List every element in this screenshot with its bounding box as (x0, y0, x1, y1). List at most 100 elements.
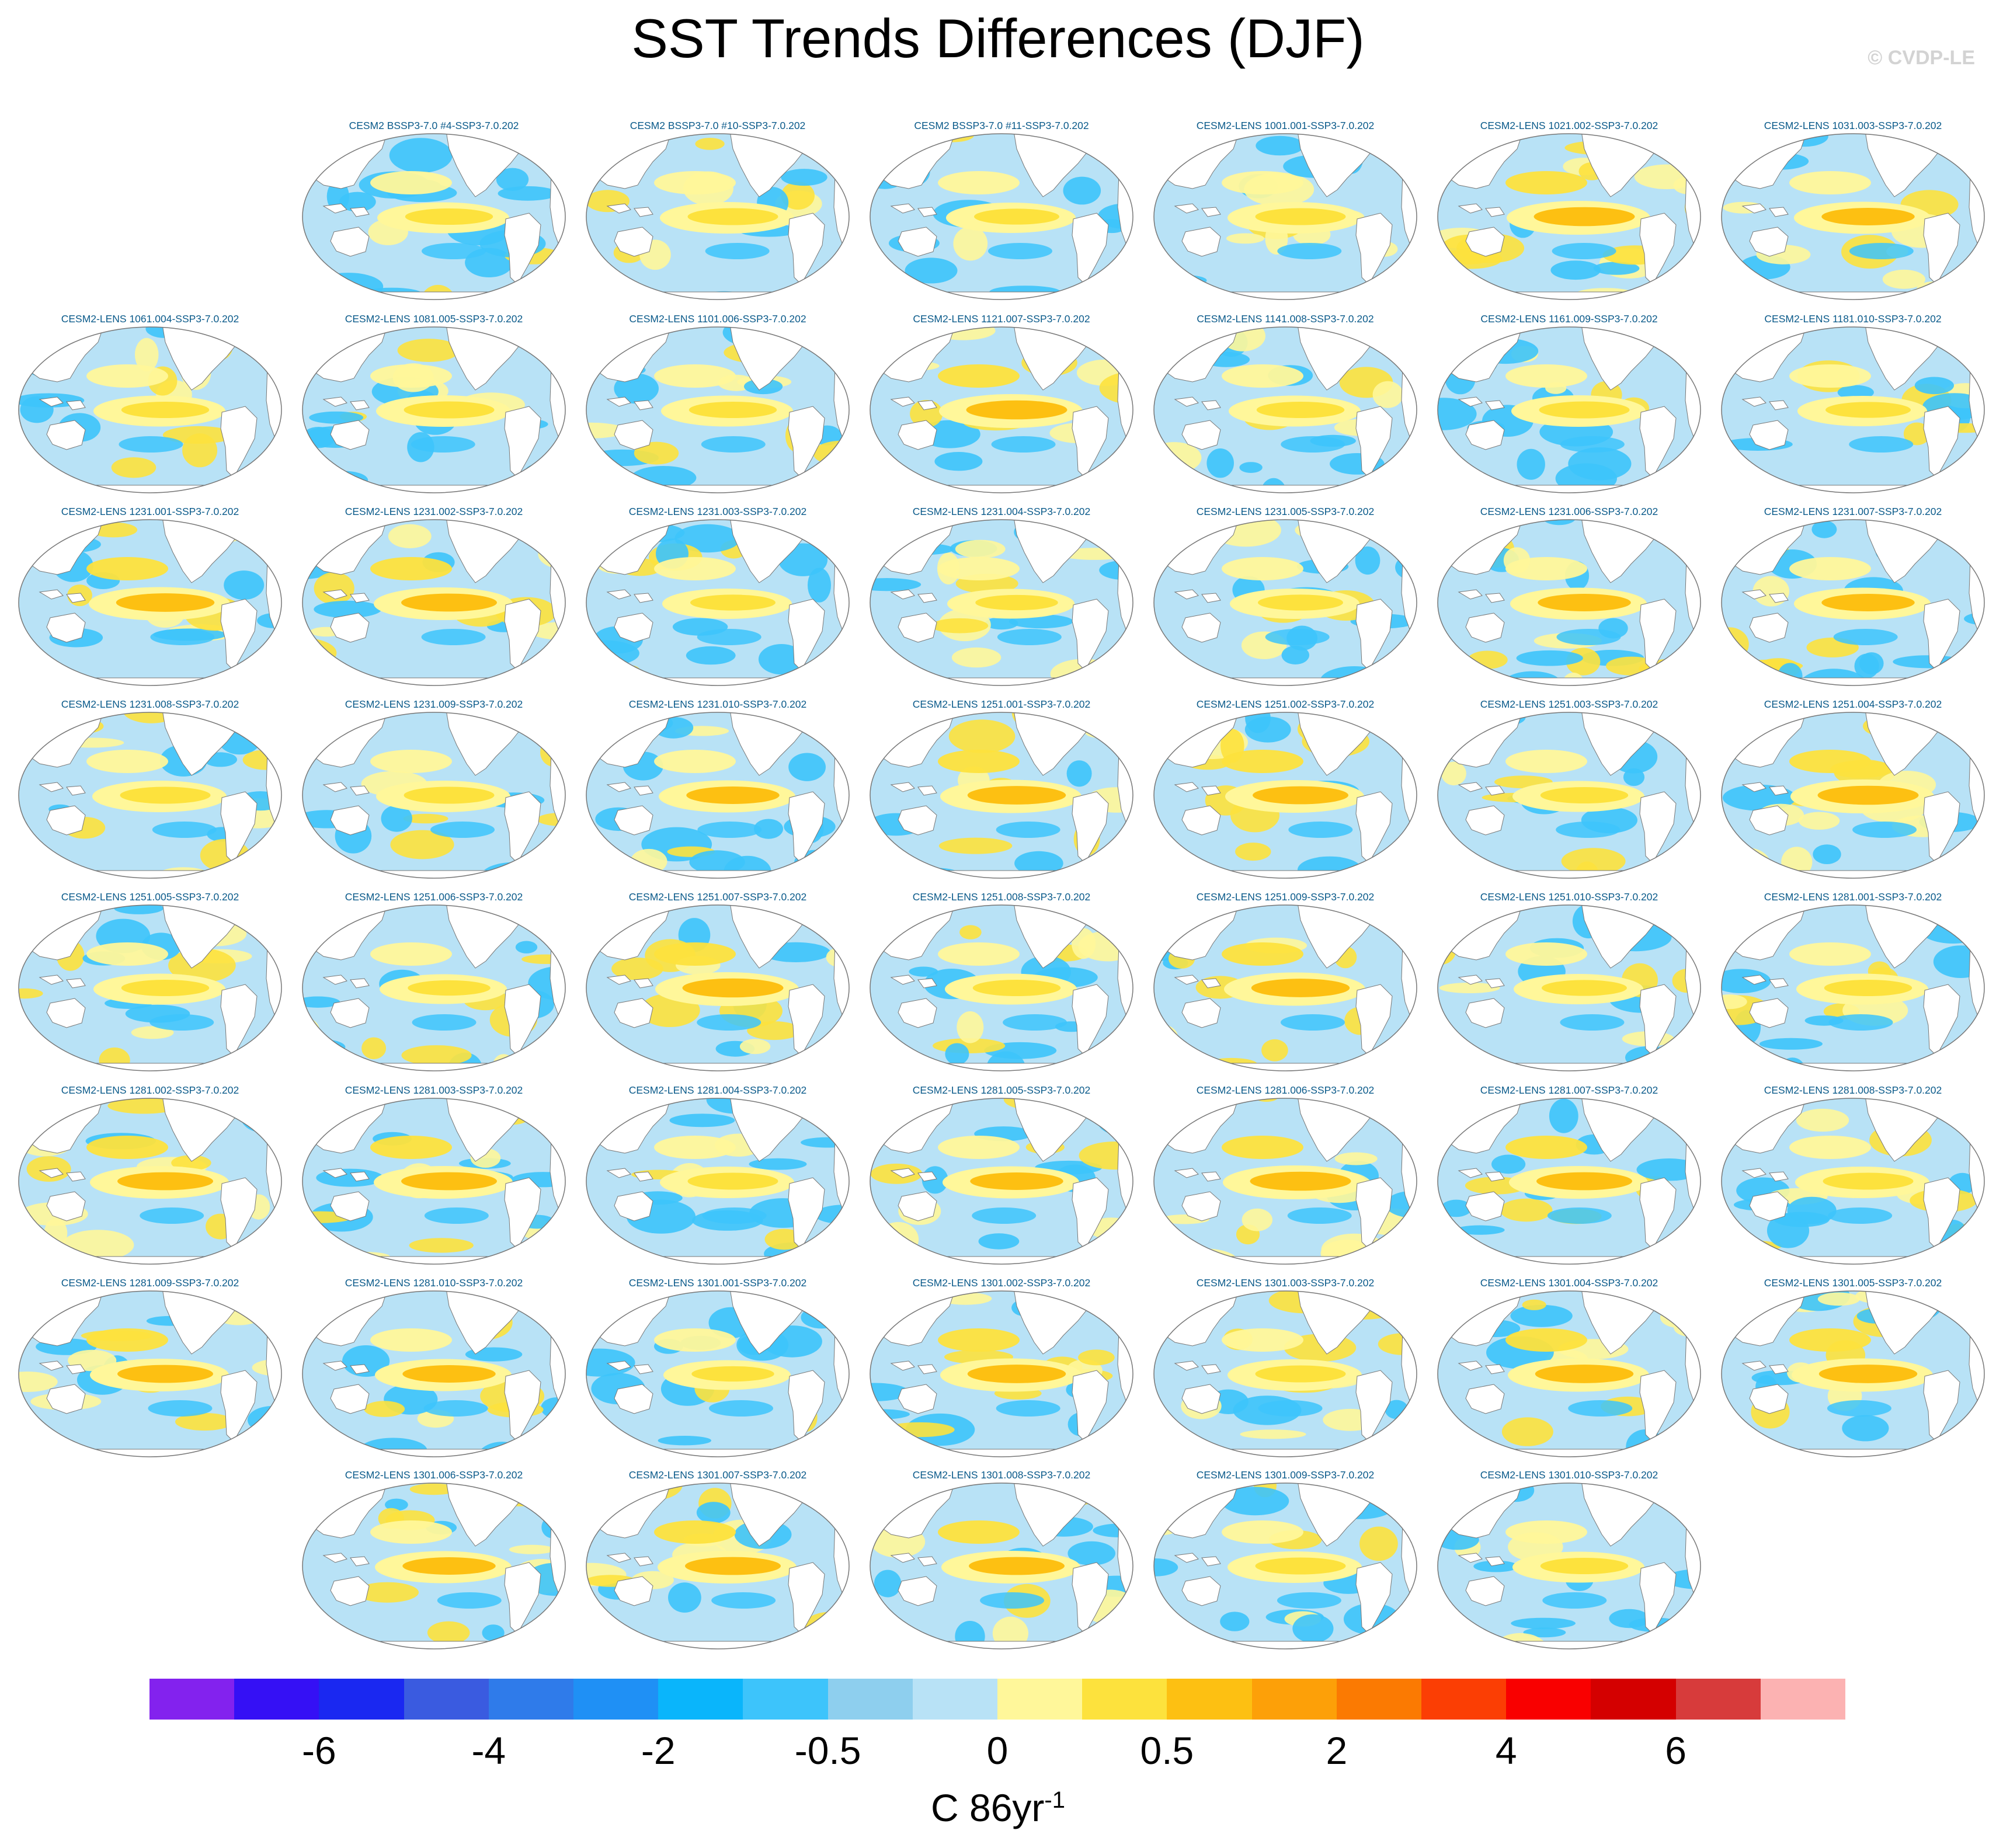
sst-map (18, 1098, 282, 1265)
colorbar-tick-label: 4 (1495, 1729, 1517, 1772)
map-panel: CESM2-LENS 1281.010-SSP3-7.0.202 (292, 1277, 576, 1470)
panel-title: CESM2-LENS 1231.006-SSP3-7.0.202 (1480, 506, 1658, 517)
sst-map (1437, 326, 1701, 493)
panel-title: CESM2-LENS 1231.010-SSP3-7.0.202 (628, 698, 807, 710)
sst-map (870, 904, 1133, 1071)
panel-title: CESM2-LENS 1181.010-SSP3-7.0.202 (1764, 313, 1942, 325)
map-panel: CESM2-LENS 1301.007-SSP3-7.0.202 (576, 1469, 860, 1662)
panel-title: CESM2-LENS 1281.002-SSP3-7.0.202 (61, 1084, 239, 1096)
colorbar-segment (658, 1679, 743, 1720)
panel-title: CESM2-LENS 1121.007-SSP3-7.0.202 (913, 313, 1090, 325)
map-panel: CESM2-LENS 1251.007-SSP3-7.0.202 (576, 891, 860, 1084)
panel-title: CESM2-LENS 1231.004-SSP3-7.0.202 (912, 506, 1091, 517)
sst-map (586, 133, 850, 300)
sst-map (1721, 1098, 1985, 1265)
map-panel: CESM2-LENS 1251.006-SSP3-7.0.202 (292, 891, 576, 1084)
map-panel: CESM2-LENS 1231.010-SSP3-7.0.202 (576, 698, 860, 891)
sst-map (870, 1290, 1133, 1457)
sst-map (1153, 133, 1417, 300)
panel-title: CESM2-LENS 1251.008-SSP3-7.0.202 (912, 891, 1091, 903)
map-panel: CESM2-LENS 1281.002-SSP3-7.0.202 (8, 1084, 292, 1277)
panel-title: CESM2-LENS 1231.001-SSP3-7.0.202 (61, 506, 239, 517)
colorbar-segment (488, 1679, 574, 1720)
sst-map (1153, 712, 1417, 879)
map-panel: CESM2 BSSP3-7.0 #11-SSP3-7.0.202 (860, 120, 1143, 312)
map-panel: CESM2-LENS 1101.006-SSP3-7.0.202 (576, 313, 860, 506)
credit-watermark: © CVDP-LE (1868, 47, 1975, 69)
panel-title: CESM2-LENS 1161.009-SSP3-7.0.202 (1480, 313, 1658, 325)
colorbar-segment (234, 1679, 319, 1720)
panel-title: CESM2-LENS 1251.010-SSP3-7.0.202 (1480, 891, 1658, 903)
panel-title: CESM2-LENS 1081.005-SSP3-7.0.202 (345, 313, 523, 325)
map-panel: CESM2-LENS 1251.009-SSP3-7.0.202 (1143, 891, 1427, 1084)
sst-map (18, 1290, 282, 1457)
colorbar-segment (1760, 1679, 1846, 1720)
sst-map (1153, 519, 1417, 686)
sst-map (586, 1098, 850, 1265)
panel-title: CESM2-LENS 1281.003-SSP3-7.0.202 (345, 1084, 523, 1096)
sst-map (18, 326, 282, 493)
panel-title: CESM2-LENS 1281.004-SSP3-7.0.202 (628, 1084, 807, 1096)
panel-title: CESM2-LENS 1301.005-SSP3-7.0.202 (1764, 1277, 1942, 1289)
panel-title: CESM2-LENS 1251.002-SSP3-7.0.202 (1196, 698, 1375, 710)
panel-title: CESM2-LENS 1281.008-SSP3-7.0.202 (1764, 1084, 1942, 1096)
sst-map (870, 712, 1133, 879)
sst-map (586, 519, 850, 686)
units-superscript: -1 (1044, 1787, 1065, 1813)
panel-title: CESM2-LENS 1251.007-SSP3-7.0.202 (628, 891, 807, 903)
sst-map (870, 326, 1133, 493)
panel-title: CESM2-LENS 1231.007-SSP3-7.0.202 (1764, 506, 1942, 517)
sst-map (1153, 904, 1417, 1071)
map-panel: CESM2-LENS 1161.009-SSP3-7.0.202 (1427, 313, 1711, 506)
map-panel: CESM2-LENS 1301.008-SSP3-7.0.202 (860, 1469, 1143, 1662)
panel-title: CESM2-LENS 1281.010-SSP3-7.0.202 (345, 1277, 523, 1289)
panel-title: CESM2-LENS 1281.001-SSP3-7.0.202 (1764, 891, 1942, 903)
panel-title: CESM2 BSSP3-7.0 #11-SSP3-7.0.202 (914, 120, 1089, 131)
map-panel: CESM2-LENS 1141.008-SSP3-7.0.202 (1143, 313, 1427, 506)
sst-map (1721, 326, 1985, 493)
panel-title: CESM2-LENS 1001.001-SSP3-7.0.202 (1196, 120, 1375, 131)
panel-title: CESM2-LENS 1301.006-SSP3-7.0.202 (345, 1469, 523, 1481)
sst-map (18, 519, 282, 686)
map-panel: CESM2-LENS 1281.007-SSP3-7.0.202 (1427, 1084, 1711, 1277)
panel-title: CESM2-LENS 1301.004-SSP3-7.0.202 (1480, 1277, 1658, 1289)
colorbar-tick-label: 0.5 (1140, 1729, 1194, 1772)
panel-title: CESM2-LENS 1301.007-SSP3-7.0.202 (628, 1469, 807, 1481)
sst-map (586, 904, 850, 1071)
map-panel: CESM2-LENS 1231.005-SSP3-7.0.202 (1143, 506, 1427, 698)
map-panel: CESM2-LENS 1281.003-SSP3-7.0.202 (292, 1084, 576, 1277)
map-panel: CESM2-LENS 1231.007-SSP3-7.0.202 (1711, 506, 1995, 698)
map-panel: CESM2-LENS 1301.004-SSP3-7.0.202 (1427, 1277, 1711, 1470)
panel-title: CESM2-LENS 1101.006-SSP3-7.0.202 (629, 313, 806, 325)
map-panel: CESM2-LENS 1231.002-SSP3-7.0.202 (292, 506, 576, 698)
map-panel: CESM2-LENS 1081.005-SSP3-7.0.202 (292, 313, 576, 506)
panel-title: CESM2-LENS 1281.007-SSP3-7.0.202 (1480, 1084, 1658, 1096)
map-panel: CESM2-LENS 1281.008-SSP3-7.0.202 (1711, 1084, 1995, 1277)
colorbar-segment (997, 1679, 1083, 1720)
colorbar-segment (149, 1679, 235, 1720)
panel-title: CESM2-LENS 1231.008-SSP3-7.0.202 (61, 698, 239, 710)
sst-map (302, 519, 566, 686)
panel-title: CESM2-LENS 1231.009-SSP3-7.0.202 (345, 698, 523, 710)
sst-map (1437, 1290, 1701, 1457)
map-panel: CESM2 BSSP3-7.0 #10-SSP3-7.0.202 (576, 120, 860, 312)
map-panel: CESM2-LENS 1001.001-SSP3-7.0.202 (1143, 120, 1427, 312)
map-panel: CESM2-LENS 1301.006-SSP3-7.0.202 (292, 1469, 576, 1662)
sst-map (1153, 1098, 1417, 1265)
map-panel: CESM2-LENS 1251.002-SSP3-7.0.202 (1143, 698, 1427, 891)
map-panel: CESM2-LENS 1251.008-SSP3-7.0.202 (860, 891, 1143, 1084)
map-panel: CESM2-LENS 1281.006-SSP3-7.0.202 (1143, 1084, 1427, 1277)
map-panel: CESM2-LENS 1301.002-SSP3-7.0.202 (860, 1277, 1143, 1470)
panel-title: CESM2-LENS 1141.008-SSP3-7.0.202 (1197, 313, 1374, 325)
sst-map (870, 1482, 1133, 1649)
sst-map (870, 1098, 1133, 1265)
colorbar-segment (1167, 1679, 1252, 1720)
colorbar-segment (1675, 1679, 1761, 1720)
colorbar-tick-label: -0.5 (794, 1729, 861, 1772)
colorbar-segment (319, 1679, 404, 1720)
map-panel: CESM2-LENS 1301.003-SSP3-7.0.202 (1143, 1277, 1427, 1470)
sst-map (1437, 1482, 1701, 1649)
sst-map (302, 1482, 566, 1649)
sst-map (586, 1290, 850, 1457)
